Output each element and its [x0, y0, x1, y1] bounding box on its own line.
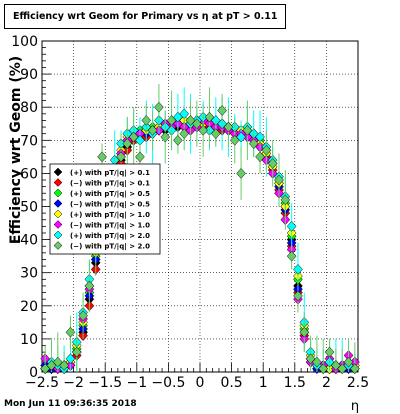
data-point: [204, 111, 215, 123]
data-point: [274, 174, 284, 186]
legend: (+) with pT/|q| > 0.1 (−) with pT/|q| > 0…: [49, 163, 161, 255]
data-point: [160, 131, 171, 143]
y-tick-label: 20: [20, 299, 38, 315]
legend-marker: [53, 188, 63, 198]
legend-entry-label: (+) with pT/|q| > 0.1: [70, 169, 150, 178]
data-point: [147, 124, 158, 136]
data-point: [173, 134, 183, 146]
data-point: [267, 158, 278, 169]
legend-entry-label: (+) with pT/|q| > 2.0: [70, 232, 150, 241]
y-tick-label: 90: [20, 67, 38, 83]
data-point: [141, 115, 152, 126]
data-point: [78, 310, 88, 322]
data-point: [135, 151, 145, 163]
data-point: [236, 168, 246, 179]
y-tick-label: 50: [20, 200, 38, 216]
legend-marker: [53, 178, 63, 187]
legend-marker: [53, 199, 63, 208]
data-point: [293, 264, 303, 275]
data-point: [350, 363, 360, 375]
data-point: [337, 363, 348, 375]
data-point: [122, 138, 133, 149]
x-tick-label: 1.5: [284, 375, 306, 391]
x-tick-label: −1: [126, 375, 147, 391]
chart-title: Efficiency wrt Geom for Primary vs η at …: [4, 4, 287, 29]
timestamp-label: Mon Jun 11 09:36:35 2018: [4, 399, 137, 409]
y-tick-label: 100: [11, 34, 38, 50]
legend-entry-label: (−) with pT/|q| > 0.5: [70, 201, 150, 210]
data-point: [65, 353, 76, 365]
data-point: [293, 290, 303, 302]
data-point: [223, 121, 234, 133]
legend-entry-label: (−) with pT/|q| > 0.1: [70, 180, 150, 189]
data-point: [242, 124, 253, 136]
data-point: [217, 105, 227, 116]
data-point: [128, 131, 139, 143]
y-tick-label: 60: [20, 166, 38, 182]
tick-labels: −2.5 −2 −1.5 −1 −0.5 0 0.5 1 1.5 2 2.5 0 10 20 30 40 50 6…: [11, 34, 369, 391]
legend-marker: [53, 220, 63, 229]
y-tick-label: 80: [20, 100, 38, 116]
data-point: [261, 144, 272, 156]
y-axis-label: Efficiency wrt Geom (%): [8, 56, 24, 244]
x-tick-label: 0: [196, 375, 205, 391]
x-tick-label: 0.5: [220, 375, 242, 391]
y-tick-label: 0: [29, 365, 38, 381]
data-point: [248, 138, 259, 149]
x-tick-label: 1: [259, 375, 268, 391]
data-point: [59, 360, 69, 371]
legend-entry-label: (−) with pT/|q| > 2.0: [70, 243, 150, 252]
legend-marker: [53, 167, 63, 177]
data-point: [210, 128, 221, 140]
legend-marker: [53, 230, 63, 240]
y-tick-label: 30: [20, 266, 38, 282]
y-tick-label: 70: [20, 133, 38, 149]
legend-entry-label: (−) with pT/|q| > 1.0: [70, 222, 150, 231]
data-point: [71, 346, 82, 358]
data-point: [299, 326, 310, 338]
x-tick-label: 2: [322, 375, 331, 391]
data-point: [116, 151, 126, 163]
data-point: [280, 194, 291, 206]
data-point: [179, 128, 190, 140]
y-tick-label: 40: [20, 233, 38, 249]
legend-marker: [53, 241, 63, 250]
x-tick-label: −2.5: [25, 375, 59, 391]
data-point: [318, 363, 329, 375]
data-point: [229, 134, 240, 146]
data-point: [255, 151, 265, 163]
legend-box: [49, 163, 161, 255]
data-point: [154, 101, 164, 113]
data-point: [166, 115, 177, 126]
data-point: [65, 326, 76, 338]
data-point: [97, 151, 107, 163]
legend-entry-label: (+) with pT/|q| > 1.0: [70, 211, 150, 220]
data-point: [84, 280, 95, 292]
legend-marker: [53, 209, 63, 219]
data-point: [192, 118, 202, 130]
data-point: [343, 356, 354, 368]
x-tick-label: −2: [63, 375, 84, 391]
legend-entry-label: (+) with pT/|q| > 0.5: [70, 190, 150, 199]
data-point: [312, 356, 322, 368]
data-point: [324, 346, 335, 358]
data-point: [286, 250, 297, 262]
x-tick-label: 2.5: [347, 375, 369, 391]
x-tick-label: −0.5: [151, 375, 185, 391]
data-point: [286, 220, 297, 232]
data-point: [198, 124, 208, 136]
x-tick-label: −1.5: [88, 375, 122, 391]
y-tick-label: 10: [20, 332, 38, 348]
x-axis-label: η: [351, 399, 359, 414]
